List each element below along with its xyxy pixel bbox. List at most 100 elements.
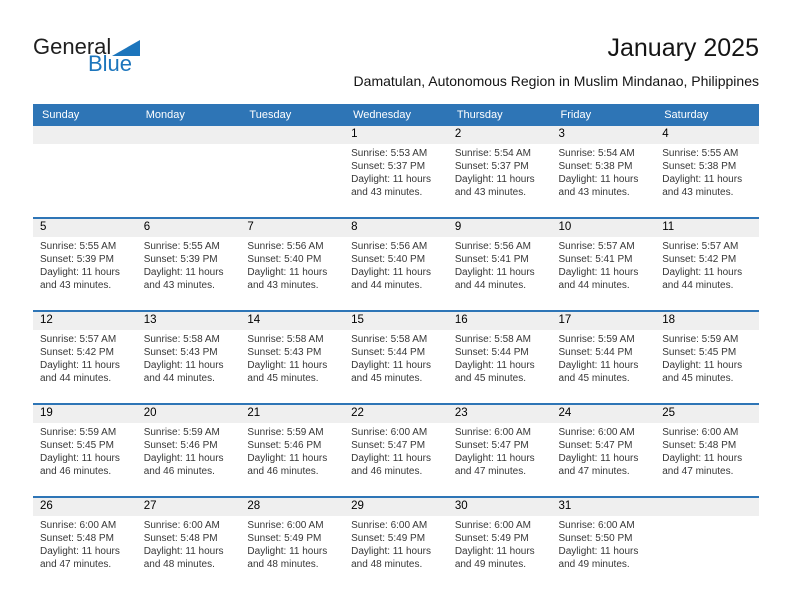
sunset-text: Sunset: 5:47 PM xyxy=(454,440,529,451)
daylight-text: Daylight: 11 hours and 47 minutes. xyxy=(558,453,639,477)
week-row-3: 12 Sunrise: 5:57 AM Sunset: 5:42 PM Daylig… xyxy=(33,310,759,404)
day-number xyxy=(136,126,241,144)
day-cell-23: 23 Sunrise: 6:00 AM Sunset: 5:47 PM Daylig… xyxy=(447,403,552,497)
daylight-text: Daylight: 11 hours and 47 minutes. xyxy=(454,453,535,477)
day-number: 4 xyxy=(655,126,759,144)
sunrise-text: Sunrise: 6:00 AM xyxy=(558,427,635,438)
daylight-text: Daylight: 11 hours and 43 minutes. xyxy=(662,174,743,198)
day-number: 21 xyxy=(240,405,345,423)
sunset-text: Sunset: 5:46 PM xyxy=(143,440,218,451)
day-number: 8 xyxy=(344,219,448,237)
sunrise-text: Sunrise: 6:00 AM xyxy=(558,520,635,531)
sunrise-text: Sunrise: 5:55 AM xyxy=(40,241,117,252)
day-number: 6 xyxy=(136,219,241,237)
weekday-header-row: Sunday Monday Tuesday Wednesday Thursday… xyxy=(33,104,759,126)
sunset-text: Sunset: 5:49 PM xyxy=(351,533,426,544)
day-cell-17: 17 Sunrise: 5:59 AM Sunset: 5:44 PM Daylig… xyxy=(551,310,656,404)
sunset-text: Sunset: 5:37 PM xyxy=(454,161,529,172)
week-row-4: 19 Sunrise: 5:59 AM Sunset: 5:45 PM Daylig… xyxy=(33,403,759,497)
day-number: 18 xyxy=(655,312,759,330)
day-number: 26 xyxy=(33,498,137,516)
daylight-text: Daylight: 11 hours and 46 minutes. xyxy=(351,453,431,477)
daylight-text: Daylight: 11 hours and 43 minutes. xyxy=(351,174,431,198)
sunset-text: Sunset: 5:50 PM xyxy=(558,533,633,544)
day-number: 25 xyxy=(655,405,759,423)
day-number: 12 xyxy=(33,312,137,330)
day-number xyxy=(33,126,137,144)
day-cell-3: 3 Sunrise: 5:54 AM Sunset: 5:38 PM Dayligh… xyxy=(551,126,656,218)
day-cell-19: 19 Sunrise: 5:59 AM Sunset: 5:45 PM Daylig… xyxy=(33,403,137,497)
daylight-text: Daylight: 11 hours and 43 minutes. xyxy=(247,267,328,291)
sunset-text: Sunset: 5:49 PM xyxy=(454,533,529,544)
day-cell-13: 13 Sunrise: 5:58 AM Sunset: 5:43 PM Daylig… xyxy=(136,310,241,404)
weekday-sunday: Sunday xyxy=(33,104,137,126)
sunrise-text: Sunrise: 5:54 AM xyxy=(454,148,531,159)
day-number: 3 xyxy=(551,126,656,144)
day-cell-4: 4 Sunrise: 5:55 AM Sunset: 5:38 PM Dayligh… xyxy=(655,126,759,218)
day-cell-31: 31 Sunrise: 6:00 AM Sunset: 5:50 PM Daylig… xyxy=(551,496,656,589)
day-cell-22: 22 Sunrise: 6:00 AM Sunset: 5:47 PM Daylig… xyxy=(344,403,448,497)
sunrise-text: Sunrise: 6:00 AM xyxy=(247,520,324,531)
sunrise-text: Sunrise: 5:59 AM xyxy=(143,427,220,438)
sunset-text: Sunset: 5:48 PM xyxy=(40,533,114,544)
daylight-text: Daylight: 11 hours and 45 minutes. xyxy=(558,360,639,384)
sunrise-text: Sunrise: 5:59 AM xyxy=(247,427,324,438)
day-cell-24: 24 Sunrise: 6:00 AM Sunset: 5:47 PM Daylig… xyxy=(551,403,656,497)
daylight-text: Daylight: 11 hours and 44 minutes. xyxy=(143,360,224,384)
day-number: 30 xyxy=(447,498,552,516)
day-cell-2: 2 Sunrise: 5:54 AM Sunset: 5:37 PM Dayligh… xyxy=(447,126,552,218)
sunrise-text: Sunrise: 5:58 AM xyxy=(247,334,324,345)
day-number: 22 xyxy=(344,405,448,423)
daylight-text: Daylight: 11 hours and 48 minutes. xyxy=(143,546,224,570)
daylight-text: Daylight: 11 hours and 43 minutes. xyxy=(143,267,224,291)
day-number: 31 xyxy=(551,498,656,516)
day-number: 14 xyxy=(240,312,345,330)
daylight-text: Daylight: 11 hours and 46 minutes. xyxy=(143,453,224,477)
daylight-text: Daylight: 11 hours and 45 minutes. xyxy=(662,360,743,384)
day-cell-1: 1 Sunrise: 5:53 AM Sunset: 5:37 PM Dayligh… xyxy=(344,126,448,218)
sunset-text: Sunset: 5:43 PM xyxy=(143,347,218,358)
sunset-text: Sunset: 5:38 PM xyxy=(558,161,633,172)
daylight-text: Daylight: 11 hours and 44 minutes. xyxy=(558,267,639,291)
sunset-text: Sunset: 5:44 PM xyxy=(351,347,426,358)
sunrise-text: Sunrise: 6:00 AM xyxy=(351,427,428,438)
daylight-text: Daylight: 11 hours and 44 minutes. xyxy=(40,360,120,384)
day-cell-empty xyxy=(655,496,759,589)
day-number: 23 xyxy=(447,405,552,423)
day-cell-9: 9 Sunrise: 5:56 AM Sunset: 5:41 PM Dayligh… xyxy=(447,217,552,311)
sunset-text: Sunset: 5:45 PM xyxy=(40,440,114,451)
location-subtitle: Damatulan, Autonomous Region in Muslim M… xyxy=(353,73,759,89)
sunrise-text: Sunrise: 5:57 AM xyxy=(558,241,635,252)
sunset-text: Sunset: 5:39 PM xyxy=(40,254,114,265)
day-cell-empty xyxy=(33,126,137,218)
logo-text-general: General xyxy=(33,34,112,59)
daylight-text: Daylight: 11 hours and 43 minutes. xyxy=(40,267,120,291)
daylight-text: Daylight: 11 hours and 44 minutes. xyxy=(662,267,743,291)
sunset-text: Sunset: 5:48 PM xyxy=(143,533,218,544)
daylight-text: Daylight: 11 hours and 47 minutes. xyxy=(662,453,743,477)
day-number: 24 xyxy=(551,405,656,423)
day-number: 20 xyxy=(136,405,241,423)
week-row-1: 1 Sunrise: 5:53 AM Sunset: 5:37 PM Dayligh… xyxy=(33,126,759,218)
day-cell-18: 18 Sunrise: 5:59 AM Sunset: 5:45 PM Daylig… xyxy=(655,310,759,404)
daylight-text: Daylight: 11 hours and 48 minutes. xyxy=(247,546,328,570)
week-row-5: 26 Sunrise: 6:00 AM Sunset: 5:48 PM Daylig… xyxy=(33,496,759,589)
sunrise-text: Sunrise: 5:54 AM xyxy=(558,148,635,159)
sunrise-text: Sunrise: 6:00 AM xyxy=(662,427,739,438)
day-number: 15 xyxy=(344,312,448,330)
sunrise-text: Sunrise: 5:56 AM xyxy=(351,241,428,252)
sunset-text: Sunset: 5:42 PM xyxy=(40,347,114,358)
daylight-text: Daylight: 11 hours and 49 minutes. xyxy=(558,546,639,570)
day-cell-21: 21 Sunrise: 5:59 AM Sunset: 5:46 PM Daylig… xyxy=(240,403,345,497)
sunrise-text: Sunrise: 5:53 AM xyxy=(351,148,428,159)
sunrise-text: Sunrise: 5:59 AM xyxy=(40,427,117,438)
day-number: 19 xyxy=(33,405,137,423)
day-cell-12: 12 Sunrise: 5:57 AM Sunset: 5:42 PM Daylig… xyxy=(33,310,137,404)
sunrise-text: Sunrise: 5:58 AM xyxy=(143,334,220,345)
sunrise-text: Sunrise: 5:59 AM xyxy=(558,334,635,345)
daylight-text: Daylight: 11 hours and 45 minutes. xyxy=(247,360,328,384)
week-row-2: 5 Sunrise: 5:55 AM Sunset: 5:39 PM Dayligh… xyxy=(33,217,759,311)
weekday-tuesday: Tuesday xyxy=(240,104,345,126)
weekday-friday: Friday xyxy=(551,104,656,126)
